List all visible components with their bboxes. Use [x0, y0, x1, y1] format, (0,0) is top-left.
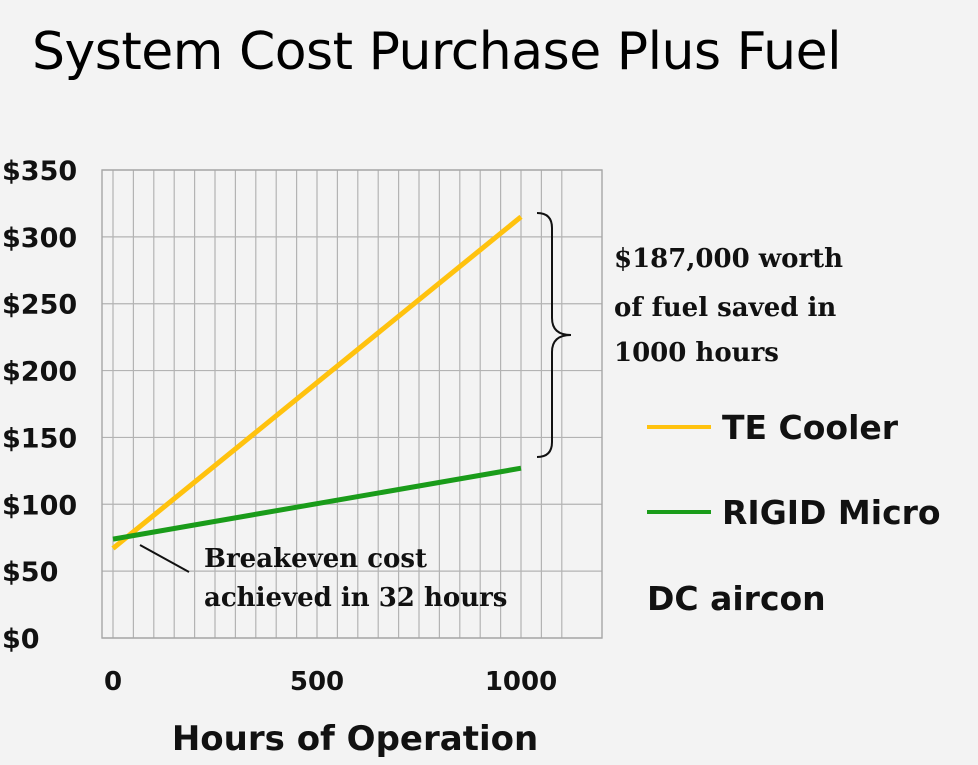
y-tick-label: $150: [2, 423, 77, 454]
y-tick-label: $0: [2, 624, 40, 655]
axes: $0 $50 $100 $150 $200 $250 $300 $350 0 500 1000: [2, 156, 603, 697]
y-tick-label: $100: [2, 490, 77, 521]
legend-extra-text: DC aircon: [647, 579, 826, 618]
grid: [102, 169, 602, 639]
y-tick-label: $50: [2, 557, 58, 588]
x-tick-label: 1000: [485, 667, 557, 697]
x-tick-label: 500: [290, 667, 344, 697]
savings-brace: [536, 212, 572, 458]
breakeven-annotation-line1: Breakeven cost: [204, 544, 427, 574]
annotations: Breakeven cost achieved in 32 hours $187…: [139, 212, 843, 613]
y-tick-label: $350: [2, 156, 77, 187]
legend-label-rigid-micro: RIGID Micro: [722, 493, 941, 532]
plot-area: [102, 170, 602, 638]
savings-annotation-line1: $187,000 worth: [614, 244, 843, 274]
y-tick-label: $250: [2, 290, 77, 321]
savings-annotation-line3: 1000 hours: [614, 338, 779, 368]
x-axis-label: Hours of Operation: [172, 719, 538, 759]
breakeven-annotation-line2: achieved in 32 hours: [204, 583, 507, 613]
savings-annotation-line2: of fuel saved in: [614, 293, 836, 323]
breakeven-pointer-line: [139, 544, 190, 573]
series-line-te-cooler: [111, 214, 523, 551]
series-line-rigid-micro: [112, 465, 522, 542]
series: [111, 214, 523, 551]
chart-title: System Cost Purchase Plus Fuel: [32, 22, 842, 82]
y-tick-label: $300: [2, 223, 77, 254]
legend: TE Cooler RIGID Micro DC aircon: [647, 408, 941, 618]
x-tick-label: 0: [104, 667, 122, 697]
plot-border: [101, 169, 603, 639]
y-tick-label: $200: [2, 357, 77, 388]
legend-label-te-cooler: TE Cooler: [722, 408, 899, 447]
